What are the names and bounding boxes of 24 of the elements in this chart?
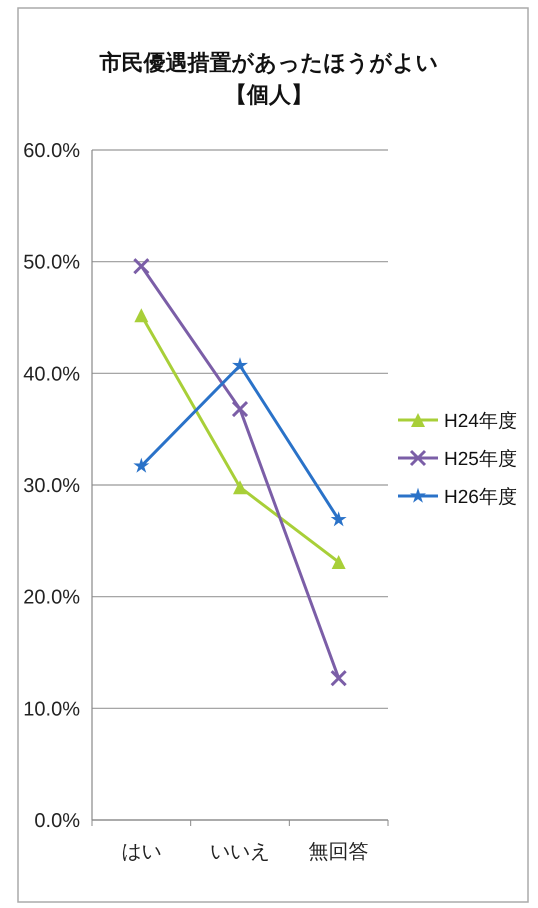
x-tick-label: 無回答 xyxy=(308,841,369,863)
y-tick-label: 10.0% xyxy=(23,698,80,720)
point xyxy=(232,400,248,418)
point xyxy=(332,555,346,570)
y-tick-label: 30.0% xyxy=(23,475,80,497)
point xyxy=(330,670,348,687)
chart-title: 市民優遇措置があったほうがよい xyxy=(98,50,438,75)
legend-label: H25年度 xyxy=(444,448,517,470)
point xyxy=(133,458,150,473)
y-tick-label: 40.0% xyxy=(23,363,80,386)
y-tick-label: 20.0% xyxy=(23,586,80,609)
x-tick-label: はい xyxy=(121,841,162,863)
legend-label: H26年度 xyxy=(444,486,517,508)
y-tick-label: 50.0% xyxy=(23,252,80,274)
point xyxy=(132,258,150,275)
x-tick-label: いいえ xyxy=(210,841,270,863)
y-tick-label: 0.0% xyxy=(34,810,80,832)
point xyxy=(330,511,347,526)
point xyxy=(134,308,148,322)
point xyxy=(233,480,247,494)
legend-label: H24年度 xyxy=(444,410,517,432)
y-tick-label: 60.0% xyxy=(23,140,80,162)
chart-subtitle: 【個人】 xyxy=(225,82,313,107)
point xyxy=(232,357,248,372)
